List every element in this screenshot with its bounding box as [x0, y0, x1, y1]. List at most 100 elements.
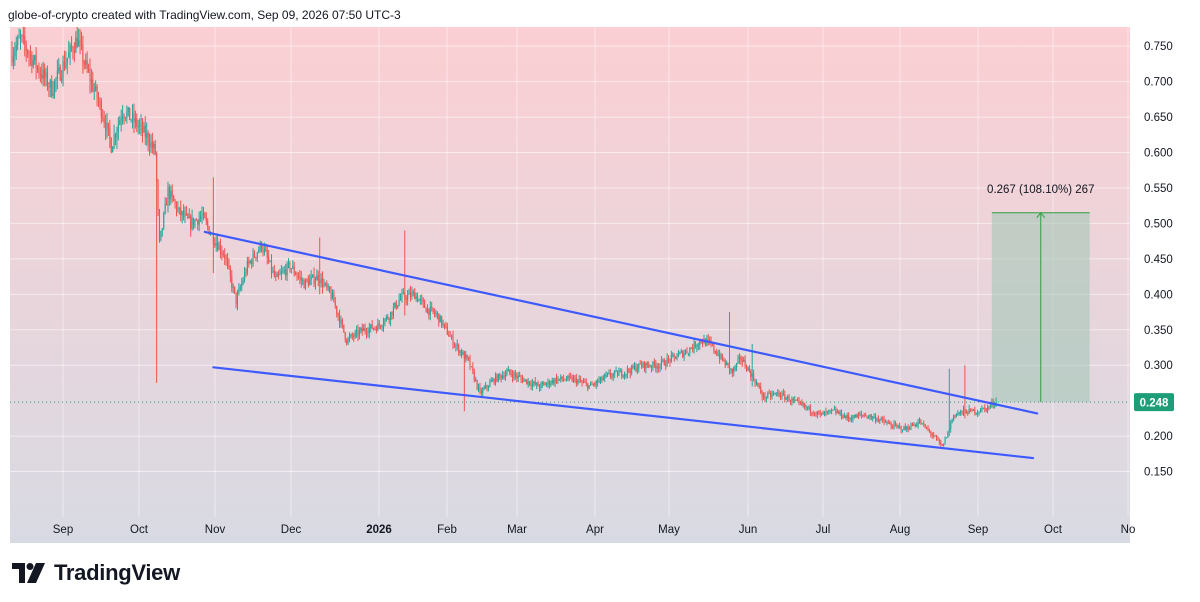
candle-body — [480, 390, 482, 394]
candle-body — [650, 366, 653, 368]
time-axis[interactable]: Sep Oct Nov Dec 2026 Feb Mar Apr May Jun Jul Aug Sep… — [53, 524, 1136, 536]
candle-body — [411, 292, 413, 297]
candle — [113, 124, 115, 150]
candle-body — [140, 123, 142, 126]
candle — [472, 362, 474, 375]
candle-body — [758, 385, 760, 387]
candle-body — [28, 53, 30, 55]
candle — [62, 55, 64, 87]
candle-body — [168, 187, 170, 200]
candle-body — [275, 276, 277, 278]
candle — [449, 330, 451, 338]
candle-body — [302, 280, 304, 282]
candle — [886, 420, 888, 426]
candle-body — [602, 378, 604, 381]
candle — [614, 370, 616, 379]
candle-body — [167, 187, 169, 206]
candle-body — [555, 378, 558, 382]
candle — [192, 217, 195, 230]
candle-body — [12, 56, 14, 63]
candle — [797, 397, 799, 402]
candle-body — [421, 298, 423, 300]
candle — [728, 312, 731, 375]
candle — [455, 343, 457, 352]
candle — [411, 286, 413, 300]
candle-body — [622, 376, 624, 377]
candle — [575, 373, 577, 387]
candle-body — [241, 283, 243, 288]
candle — [873, 413, 875, 419]
candle-body — [612, 373, 614, 377]
candle — [330, 286, 332, 302]
candle-body — [782, 393, 784, 395]
candle-body — [177, 208, 179, 211]
candle-body — [917, 422, 919, 426]
candle — [917, 418, 919, 429]
trendlines[interactable] — [203, 230, 1039, 460]
candle-body — [80, 41, 83, 45]
price-chart[interactable]: 0.750 0.700 0.650 0.600 0.550 0.500 0.450 0.400… — [10, 27, 1190, 543]
candle-body — [629, 371, 631, 374]
target-box[interactable] — [991, 211, 1090, 403]
candle — [572, 374, 575, 383]
candle-body — [434, 311, 436, 315]
tradingview-logo[interactable]: TradingView — [12, 558, 180, 588]
candle-body — [256, 252, 258, 258]
candle-body — [41, 74, 43, 79]
candle-body — [692, 348, 694, 350]
candle — [780, 392, 782, 401]
candle-body — [516, 375, 518, 378]
candle — [249, 259, 251, 265]
candle — [201, 206, 203, 224]
candle — [787, 394, 789, 402]
candle — [960, 409, 962, 416]
candle-body — [723, 360, 725, 361]
candle — [299, 269, 301, 285]
candle-body — [327, 286, 329, 288]
candle-body — [567, 376, 569, 380]
candle — [860, 410, 862, 419]
candle — [343, 324, 345, 333]
candle-body — [717, 354, 719, 356]
candle — [214, 237, 216, 248]
candle — [38, 62, 40, 79]
candle-body — [534, 381, 536, 385]
candle — [475, 376, 477, 382]
candle-body — [333, 292, 335, 303]
candle — [863, 413, 865, 418]
candle-body — [551, 379, 553, 384]
candle — [289, 260, 291, 273]
candle — [720, 352, 722, 360]
candle-body — [246, 261, 248, 274]
price-axis[interactable]: 0.750 0.700 0.650 0.600 0.550 0.500 0.450 0.400… — [1144, 41, 1173, 478]
candle-body — [842, 417, 844, 418]
candle — [809, 403, 811, 416]
candle — [699, 340, 701, 350]
candle — [150, 134, 152, 153]
candle — [275, 271, 277, 282]
chart-svg[interactable]: 0.750 0.700 0.650 0.600 0.550 0.500 0.450 0.400… — [10, 27, 1190, 543]
candle-body — [129, 107, 131, 121]
candle-body — [831, 409, 833, 411]
candle-body — [458, 344, 460, 353]
candle-body — [839, 411, 841, 414]
candle — [927, 425, 929, 432]
candle-body — [955, 414, 957, 417]
candle-body — [306, 279, 308, 281]
candle-body — [314, 280, 317, 284]
candle — [489, 378, 491, 388]
candle-body — [188, 216, 190, 219]
candle-body — [283, 270, 285, 272]
candle — [492, 377, 494, 382]
candle-body — [624, 373, 626, 377]
candle — [855, 413, 857, 418]
candle — [914, 423, 916, 428]
candle-body — [126, 111, 128, 119]
candle-body — [696, 346, 698, 348]
candle-body — [451, 335, 453, 337]
candle — [584, 378, 586, 384]
candle-body — [468, 357, 470, 359]
candle-body — [439, 315, 441, 323]
price-tick-3: 0.600 — [1144, 148, 1173, 160]
candle — [607, 372, 609, 378]
